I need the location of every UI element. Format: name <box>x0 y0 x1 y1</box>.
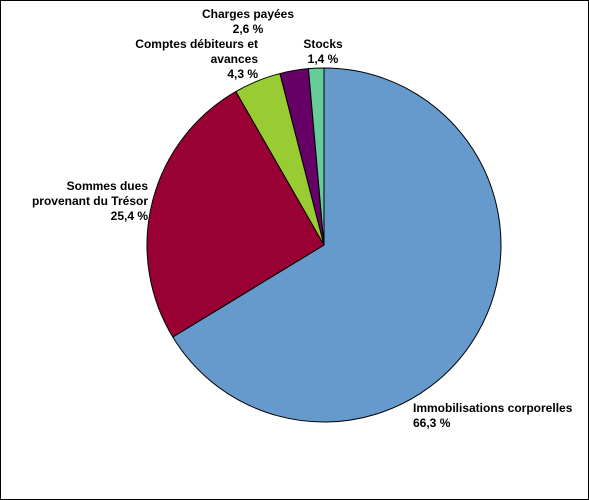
slice-label: Immobilisations corporelles 66,3 % <box>413 401 588 431</box>
value-label: 25,4 % <box>110 209 148 223</box>
value-label: 4,3 % <box>227 67 258 81</box>
value-label: 1,4 % <box>307 52 339 66</box>
slice-label: Comptes débiteurs et avances 4,3 % <box>133 37 258 82</box>
pie-slice <box>172 67 502 423</box>
slice-label: Sommes dues provenant du Trésor 25,4 % <box>13 179 148 224</box>
pie-slice <box>307 67 325 246</box>
value-label: 66,3 % <box>413 416 451 430</box>
value-label: 2,6 % <box>232 22 264 36</box>
slice-label: Stocks 1,4 % <box>293 37 353 67</box>
category-name: Comptes débiteurs et avances <box>135 37 258 66</box>
slice-label: Charges payées 2,6 % <box>188 7 308 37</box>
category-name: Immobilisations corporelles <box>413 401 573 415</box>
category-name: Charges payées <box>201 7 295 21</box>
pie-slice <box>146 90 325 338</box>
category-name: Stocks <box>303 37 343 51</box>
category-name: Sommes dues provenant du Trésor <box>31 179 148 208</box>
